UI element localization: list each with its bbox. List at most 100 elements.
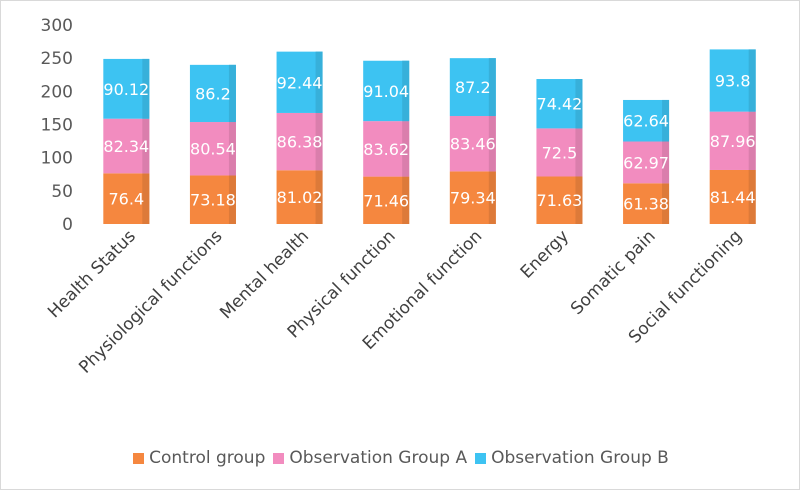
y-tick-label: 0 [62,215,73,235]
bar-segment [709,49,756,112]
legend-item-observation-a: Observation Group A [273,448,467,468]
y-tick-label: 100 [41,149,73,169]
bar-segment-side [575,176,583,224]
bar-segment [189,175,236,224]
bar-segment [363,60,410,122]
legend-label-control: Control group [149,448,266,468]
data-label: 74.42 [537,95,583,114]
data-label: 82.34 [103,137,149,156]
x-category-label: Energy [517,226,573,282]
y-tick-label: 300 [41,16,73,36]
bar-segment-side [662,183,670,224]
bar-segment [623,99,670,142]
data-label: 87.2 [455,78,491,97]
legend: Control group Observation Group A Observ… [1,448,800,468]
bar-segment-side [662,141,670,184]
data-label: 71.46 [363,191,409,210]
bar-segment [709,111,756,170]
data-label: 83.62 [363,140,409,159]
data-label: 93.8 [715,72,751,91]
y-tick-label: 200 [41,82,73,102]
data-label: 90.12 [103,80,149,99]
legend-swatch-observation-b [475,452,487,464]
bar-segment-side [748,111,756,170]
data-label: 71.63 [537,191,583,210]
bar-segment-side [315,170,323,224]
bar-segment-side [228,175,236,224]
bar-segment-side [488,116,496,172]
bar-segment-side [402,60,410,122]
bar-segment [276,170,323,224]
data-label: 80.54 [190,140,236,159]
data-label: 87.96 [710,132,756,151]
bar-segment-side [748,49,756,112]
bar-segment-side [402,176,410,224]
y-axis: 0 50 100 150 200 250 300 [41,16,73,235]
data-labels: 76.4 82.34 90.12 73.18 80.54 86.2 81.02 86.38 92… [103,72,755,214]
bar-segment [709,169,756,224]
x-category-label: Somatic pain [567,226,660,319]
bar-segment [363,176,410,224]
data-label: 83.46 [450,135,496,154]
stacked-bar-chart: 0 50 100 150 200 250 300 76.4 82.34 90.12 73.18 80… [41,16,756,378]
data-label: 79.34 [450,189,496,208]
legend-swatch-control [133,452,145,464]
bar-segment [189,64,236,123]
data-label: 81.02 [277,188,323,207]
x-category-label: Mental health [216,226,313,323]
legend-swatch-observation-a [273,452,285,464]
bar-segment-side [142,173,150,224]
y-tick-label: 150 [41,116,73,136]
bars [103,49,756,224]
legend-item-control: Control group [133,448,265,468]
bar-segment-side [142,58,150,119]
y-tick-label: 250 [41,49,73,69]
bar-segment-side [575,128,583,177]
data-label: 61.38 [623,195,669,214]
bar-segment [276,112,323,171]
bar-segment [449,171,496,224]
legend-label-observation-b: Observation Group B [491,448,669,468]
bar-segment-side [748,169,756,224]
bar-segment-side [142,118,150,174]
data-label: 62.64 [623,112,669,131]
data-label: 86.2 [195,84,231,103]
data-label: 91.04 [363,82,409,101]
bar-segment [449,58,496,117]
x-category-label: Health Status [44,226,140,322]
data-label: 81.44 [710,188,756,207]
bar-segment [536,79,583,129]
bar-segment-side [488,58,496,117]
data-label: 72.5 [542,143,578,162]
bar-segment-side [228,122,236,176]
y-tick-label: 50 [51,182,73,202]
bar-segment [623,141,670,184]
bar-segment-side [575,79,583,129]
bar-segment [103,118,150,174]
bar-segment [103,173,150,224]
bar-segment-side [315,112,323,171]
data-label: 92.44 [277,73,323,92]
data-label: 73.18 [190,191,236,210]
bar-segment-side [662,99,670,142]
legend-item-observation-b: Observation Group B [475,448,669,468]
bar-segment [189,122,236,176]
bar-segment [536,128,583,177]
x-category-label: Physiological functions [75,226,226,377]
bar-segment-side [228,64,236,123]
bar-segment [449,116,496,172]
bar-segment-side [402,121,410,177]
legend-label-observation-a: Observation Group A [289,448,468,468]
bar-segment [623,183,670,224]
data-label: 62.97 [623,153,669,172]
bar-segment-side [315,51,323,113]
bar-segment [363,121,410,177]
bar-segment [536,176,583,224]
bar-segment [276,51,323,113]
data-label: 76.4 [109,190,145,209]
data-label: 86.38 [277,133,323,152]
bar-segment [103,58,150,119]
bar-segment-side [488,171,496,224]
